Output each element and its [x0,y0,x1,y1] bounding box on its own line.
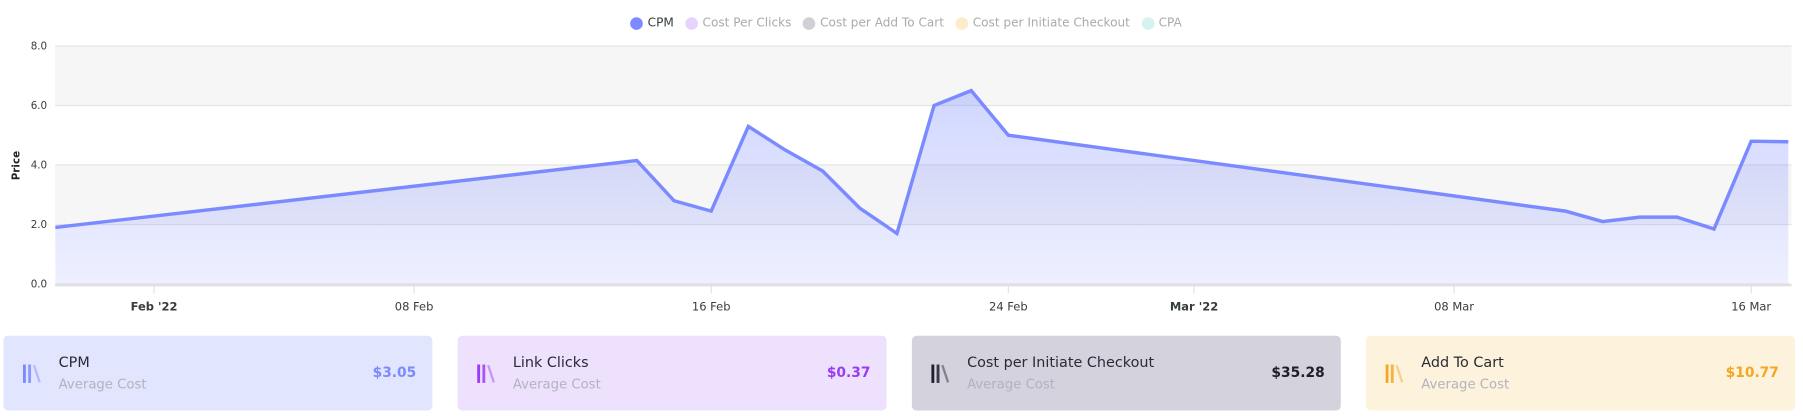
card-subtitle: Average Cost [1421,376,1509,392]
x-tick-label: 08 Feb [395,299,434,313]
card-value: $3.05 [373,365,417,381]
y-tick-label: 2.0 [31,219,47,231]
card-title: Link Clicks [513,353,589,370]
card-subtitle: Average Cost [967,376,1055,392]
x-tick-label: Feb '22 [131,299,178,313]
summary-card-cpm[interactable]: CPM Average Cost $3.05 [3,336,432,411]
x-tick-label: 16 Mar [1731,299,1771,313]
card-title: CPM [59,353,90,370]
summary-card-link-clicks[interactable]: Link Clicks Average Cost $0.37 [458,336,887,411]
summary-card-add-to-cart[interactable]: Add To Cart Average Cost $10.77 [1366,336,1795,411]
summary-card-cost-per-initiate-checkout[interactable]: Cost per Initiate Checkout Average Cost … [912,336,1341,411]
y-axis-title: Price [11,151,23,180]
summary-cards: CPM Average Cost $3.05 Link Clicks Avera… [3,336,1795,411]
card-value: $0.37 [827,365,871,381]
y-tick-label: 4.0 [31,159,47,171]
library-bars-icon [930,363,951,384]
cpm-area-chart: 0.0 2.0 4.0 6.0 8.0 Price Feb '22 08 Feb 16 Fe… [0,0,1803,328]
library-bars-icon [1384,363,1405,384]
y-tick-label: 8.0 [31,40,47,52]
x-tick-label: Mar '22 [1170,299,1218,313]
library-bars-icon [476,363,497,384]
card-subtitle: Average Cost [59,376,147,392]
library-bars-icon [22,363,43,384]
card-value: $35.28 [1271,365,1324,381]
x-tick-label: 24 Feb [989,299,1028,313]
card-subtitle: Average Cost [513,376,601,392]
card-value: $10.77 [1726,365,1779,381]
x-tick-label: 08 Mar [1434,299,1474,313]
y-tick-label: 0.0 [31,278,47,290]
x-tick-label: 16 Feb [692,299,731,313]
grid-band [55,46,1791,106]
card-title: Add To Cart [1421,353,1504,370]
y-tick-label: 6.0 [31,100,47,112]
card-title: Cost per Initiate Checkout [967,353,1154,370]
